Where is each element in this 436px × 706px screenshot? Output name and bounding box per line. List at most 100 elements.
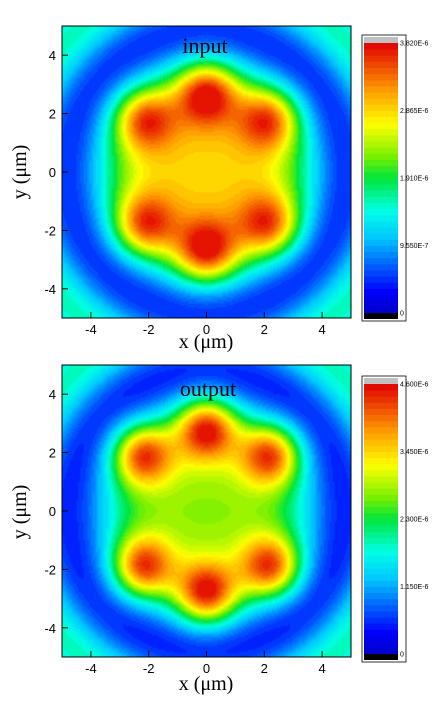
colorbar-band <box>364 647 398 655</box>
plot-title-input: input <box>182 33 227 58</box>
colorbar-band <box>364 604 398 612</box>
colorbar-band <box>364 202 398 210</box>
colorbar-tick-label: 0 <box>400 311 404 318</box>
colorbar-tick-label: 1.910E-6 <box>400 176 429 183</box>
colorbar-band <box>364 251 398 259</box>
colorbar-band <box>364 586 398 594</box>
colorbar-band <box>364 623 398 630</box>
colorbar-band <box>364 43 398 50</box>
colorbar-tick-label: 3.450E-6 <box>400 449 429 456</box>
colorbar-band <box>364 457 398 465</box>
colorbar-band <box>364 300 398 308</box>
colorbar-band <box>364 617 398 624</box>
colorbar-band <box>364 500 398 508</box>
colorbar-band <box>364 414 398 422</box>
heatmap-input <box>62 26 351 318</box>
colorbar-black-cap-output <box>364 654 398 660</box>
colorbar-black-cap-input <box>364 313 398 319</box>
y-tick-label: 0 <box>49 165 56 180</box>
colorbar-tick-label: 2.300E-6 <box>400 517 429 524</box>
x-tick-label: -2 <box>143 322 155 337</box>
colorbar-output <box>364 384 398 655</box>
x-tick-label: -4 <box>85 322 97 337</box>
colorbar-band <box>364 396 398 403</box>
colorbar-band <box>364 488 398 495</box>
y-tick-label: 4 <box>49 48 56 63</box>
x-tick-label: 0 <box>203 322 210 337</box>
colorbar-band <box>364 555 398 563</box>
colorbar-ticks-output: 4.600E-6 3.450E-6 2.300E-6 1.150E-6 0 <box>400 382 429 659</box>
panel-output: output -4 -2 0 2 4 4 2 0 -2 -4 x (μm) y (μm) 4.6… <box>9 364 429 695</box>
colorbar-tick-label: 9.550E-7 <box>400 243 429 250</box>
colorbar-band <box>364 598 398 606</box>
colorbar-band <box>364 85 398 93</box>
colorbar-band <box>364 580 398 587</box>
colorbar-band <box>364 245 398 253</box>
x-tick-label: -2 <box>143 661 155 676</box>
colorbar-band <box>364 451 398 459</box>
colorbar-band <box>364 135 398 142</box>
colorbar-band <box>364 390 398 397</box>
colorbar-band <box>364 420 398 428</box>
colorbar-band <box>364 165 398 173</box>
colorbar-band <box>364 178 398 185</box>
colorbar-band <box>364 525 398 532</box>
plot-title-output: output <box>180 376 236 401</box>
colorbar-band <box>364 561 398 569</box>
colorbar-band <box>364 439 398 446</box>
colorbar-band <box>364 159 398 167</box>
colorbar-band <box>364 568 398 575</box>
colorbar-band <box>364 549 398 557</box>
colorbar-band <box>364 153 398 160</box>
colorbar-band <box>364 104 398 111</box>
colorbar-band <box>364 537 398 544</box>
colorbar-band <box>364 276 398 283</box>
colorbar-band <box>364 141 398 148</box>
x-ticks-input: -4 -2 0 2 4 <box>85 312 326 337</box>
x-tick-label: 4 <box>318 322 325 337</box>
x-tick-label: 2 <box>261 661 268 676</box>
colorbar-frame-output <box>361 375 407 663</box>
colorbar-band <box>364 469 398 477</box>
y-tick-label: -2 <box>44 562 56 577</box>
colorbar-band <box>364 531 398 538</box>
colorbar-band <box>364 408 398 416</box>
colorbar-input <box>364 43 398 314</box>
colorbar-band <box>364 574 398 581</box>
colorbar-band <box>364 641 398 649</box>
colorbar-band <box>364 184 398 191</box>
colorbar-tick-label: 0 <box>400 652 404 659</box>
colorbar-ticks-input: 3.820E-6 2.865E-6 1.910E-6 9.550E-7 0 <box>400 41 429 318</box>
x-tick-label: 0 <box>203 661 210 676</box>
colorbar-tick-label: 1.150E-6 <box>400 584 429 591</box>
colorbar-band <box>364 73 398 81</box>
colorbar-band <box>364 288 398 295</box>
colorbar-band <box>364 227 398 234</box>
y-axis-label-output: y (μm) <box>9 485 31 540</box>
colorbar-tick-label: 4.600E-6 <box>400 382 429 389</box>
colorbar-band <box>364 116 398 124</box>
colorbar-band <box>364 482 398 489</box>
colorbar-band <box>364 611 398 618</box>
colorbar-band <box>364 543 398 551</box>
colorbar-gray-cap-input <box>364 37 398 43</box>
colorbar-band <box>364 196 398 203</box>
y-tick-label: 4 <box>49 387 56 402</box>
colorbar-band <box>364 263 398 271</box>
colorbar-band <box>364 294 398 302</box>
x-axis-label-output: x (μm) <box>179 673 234 695</box>
y-ticks-input: 4 2 0 -2 -4 <box>44 48 68 297</box>
colorbar-band <box>364 110 398 118</box>
heatmap-output <box>62 365 351 657</box>
colorbar-frame-input <box>361 34 407 322</box>
colorbar-band <box>364 629 398 636</box>
x-tick-label: -4 <box>85 661 97 676</box>
colorbar-band <box>364 171 398 179</box>
colorbar-band <box>364 306 398 314</box>
colorbar-band <box>364 433 398 440</box>
x-tick-label: 2 <box>261 322 268 337</box>
colorbar-band <box>364 476 398 483</box>
x-tick-label: 4 <box>318 661 325 676</box>
colorbar-band <box>364 270 398 277</box>
